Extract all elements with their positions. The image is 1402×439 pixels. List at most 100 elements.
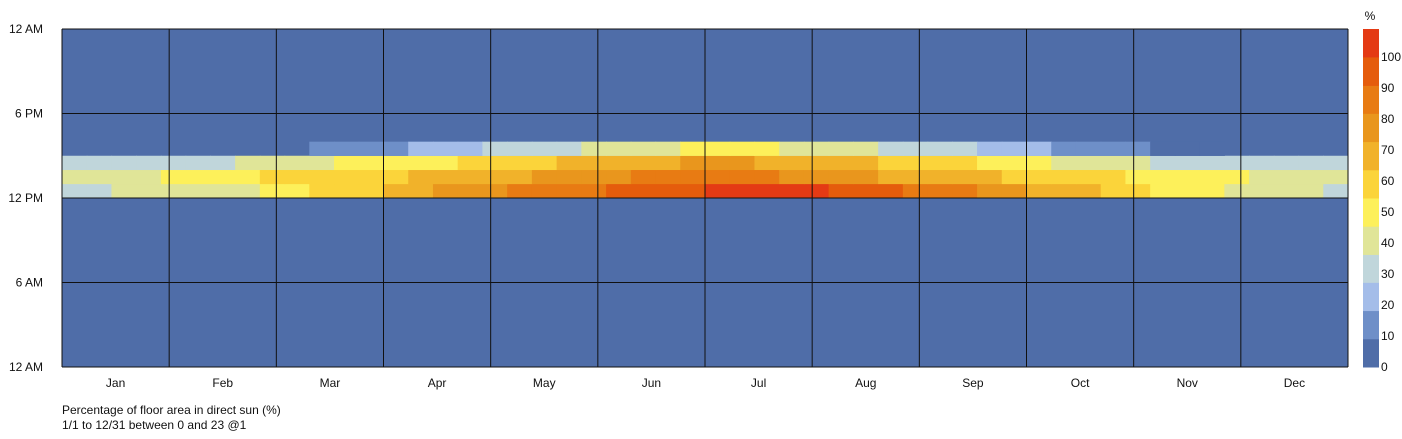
heat-cell — [383, 183, 409, 199]
heat-cell — [556, 141, 582, 156]
heat-cell — [86, 169, 113, 185]
heat-cell — [902, 183, 929, 199]
x-tick-label: Oct — [1071, 376, 1090, 390]
heat-cell — [482, 155, 508, 171]
heat-cell — [432, 155, 459, 171]
colorbar-unit-label: % — [1365, 9, 1376, 23]
y-tick-label: 12 PM — [8, 191, 43, 205]
heat-cell — [1051, 169, 1077, 185]
heat-cell — [680, 169, 706, 185]
heat-cell — [1199, 141, 1225, 156]
heat-cell — [1150, 183, 1176, 199]
heat-cell — [62, 155, 88, 171]
heat-cell — [680, 155, 706, 171]
heat-cell — [507, 183, 533, 199]
heat-cell — [1125, 169, 1151, 185]
heat-cell — [531, 183, 558, 199]
heat-cell — [1100, 141, 1127, 156]
heat-cell — [655, 155, 681, 171]
heat-cell — [729, 155, 756, 171]
heat-cell — [1199, 183, 1225, 199]
heat-cell — [754, 183, 780, 199]
heat-cell — [1150, 155, 1176, 171]
heat-cell — [408, 141, 434, 156]
heat-cell — [259, 183, 286, 199]
heat-cell — [1075, 155, 1102, 171]
x-tick-label: Jan — [106, 376, 125, 390]
heat-cell — [977, 155, 1003, 171]
heat-cell — [878, 155, 904, 171]
heat-cell — [1323, 169, 1349, 185]
colorbar-tick-label: 40 — [1381, 236, 1395, 250]
heat-cell — [902, 141, 929, 156]
heat-cell — [680, 183, 706, 199]
heat-cell — [1298, 183, 1324, 199]
colorbar-bin — [1363, 198, 1379, 227]
heat-cell — [1174, 155, 1201, 171]
heat-cell — [853, 183, 879, 199]
heat-cell — [952, 183, 978, 199]
heat-cell — [1026, 141, 1052, 156]
x-tick-label: Aug — [855, 376, 876, 390]
heat-cell — [235, 183, 261, 199]
heat-cell — [1001, 141, 1028, 156]
heat-cell — [606, 169, 632, 185]
heat-cell — [1174, 169, 1201, 185]
heat-cell — [655, 183, 681, 199]
heat-cell — [1125, 141, 1151, 156]
heat-cell — [507, 141, 533, 156]
x-axis-tick-labels: Jan Feb Mar Apr May Jun Jul Aug Sep Oct Nov Dec — [106, 376, 1305, 390]
caption-date-range: 1/1 to 12/31 between 0 and 23 @1 — [62, 418, 247, 432]
heat-cell — [977, 169, 1003, 185]
heat-cell — [334, 183, 360, 199]
heat-cell — [210, 155, 236, 171]
heat-cell — [334, 169, 360, 185]
colorbar-tick-label: 100 — [1381, 50, 1401, 64]
heat-cell — [952, 169, 978, 185]
heat-cell — [1298, 155, 1324, 171]
heat-cell — [1100, 169, 1127, 185]
heat-cell — [1051, 155, 1077, 171]
heat-cell — [1199, 155, 1225, 171]
heat-cell — [878, 169, 904, 185]
heat-cell — [185, 169, 211, 185]
heat-cell — [729, 169, 756, 185]
heat-cell — [531, 141, 558, 156]
heat-cell — [556, 155, 582, 171]
heat-cell — [160, 155, 187, 171]
heat-cell — [507, 155, 533, 171]
x-tick-label: Mar — [320, 376, 341, 390]
heat-cell — [1001, 155, 1028, 171]
heat-cell — [680, 141, 706, 156]
heat-cell — [1273, 169, 1300, 185]
heat-cell — [606, 141, 632, 156]
heat-cell — [1298, 169, 1324, 185]
x-tick-label: Dec — [1284, 376, 1305, 390]
heat-cell — [259, 169, 286, 185]
x-tick-label: Jun — [642, 376, 661, 390]
heat-cell — [581, 155, 607, 171]
heat-cell — [705, 169, 731, 185]
heat-cell — [235, 155, 261, 171]
heat-cell — [902, 155, 929, 171]
heat-cell — [482, 169, 508, 185]
heat-cell — [309, 141, 335, 156]
heat-cell — [507, 169, 533, 185]
heat-cell — [383, 141, 409, 156]
heat-cell — [86, 183, 113, 199]
heat-cell — [952, 141, 978, 156]
heat-cell — [136, 183, 162, 199]
heat-cell — [1075, 141, 1102, 156]
heat-cell — [1323, 183, 1349, 199]
heat-cell — [358, 155, 385, 171]
heat-cell — [1001, 183, 1028, 199]
heat-cell — [606, 183, 632, 199]
heat-cell — [358, 183, 385, 199]
heat-cell — [309, 155, 335, 171]
heat-cell — [655, 169, 681, 185]
heat-cell — [705, 183, 731, 199]
heat-cell — [1224, 169, 1250, 185]
heat-cell — [210, 169, 236, 185]
heat-cell — [853, 169, 879, 185]
